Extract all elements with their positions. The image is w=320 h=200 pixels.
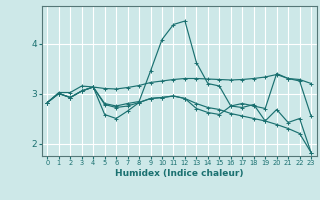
X-axis label: Humidex (Indice chaleur): Humidex (Indice chaleur): [115, 169, 244, 178]
